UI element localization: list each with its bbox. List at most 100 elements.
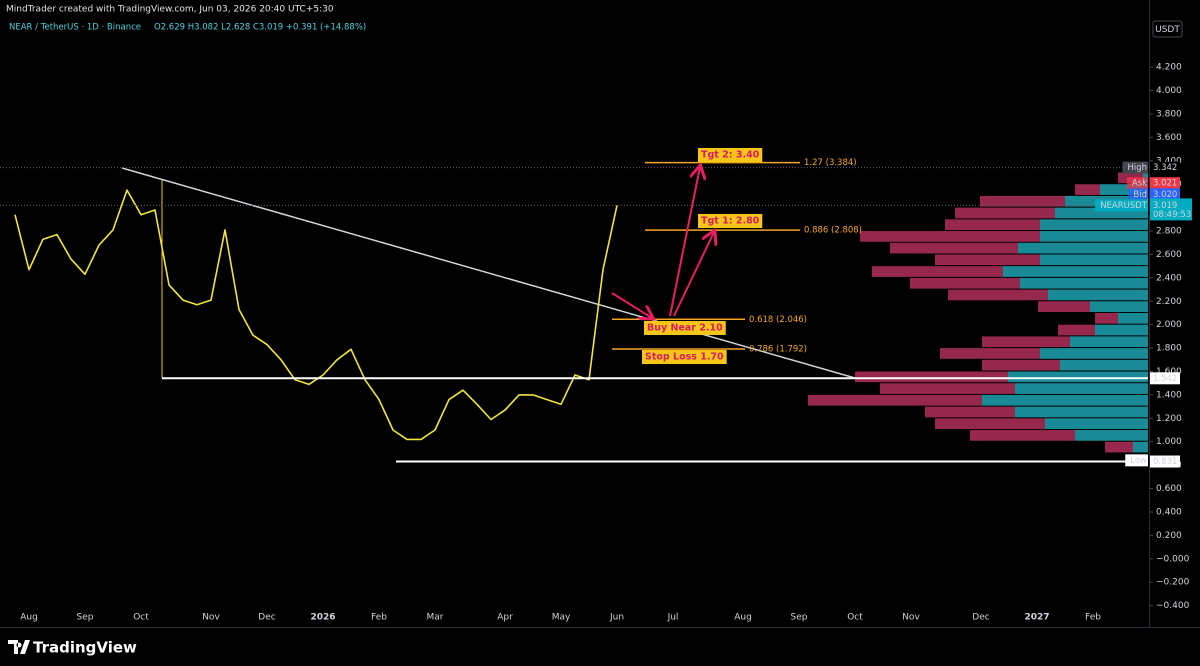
y-tick-label: 1.600 bbox=[1156, 367, 1182, 377]
volume-up bbox=[1015, 383, 1148, 394]
volume-up bbox=[1075, 430, 1148, 441]
tag-value: 3.020 bbox=[1153, 190, 1177, 200]
volume-down bbox=[880, 383, 1015, 394]
tag-name: Low bbox=[1130, 456, 1147, 466]
tag-value: 0.831 bbox=[1153, 457, 1177, 467]
x-tick-label: Jul bbox=[667, 613, 679, 623]
volume-up bbox=[1060, 359, 1148, 371]
tag-name-box bbox=[1125, 454, 1148, 467]
y-tick-label: 3.600 bbox=[1156, 133, 1182, 143]
volume-down bbox=[982, 359, 1060, 371]
volume-up bbox=[982, 394, 1148, 406]
tag-value-box bbox=[1150, 161, 1180, 174]
volume-up bbox=[1118, 312, 1148, 324]
tag-name-box bbox=[1128, 188, 1148, 201]
volume-down bbox=[1058, 324, 1095, 336]
x-tick-label: 2026 bbox=[310, 613, 335, 623]
volume-down bbox=[808, 394, 982, 406]
volume-up bbox=[1020, 277, 1148, 289]
volume-up bbox=[1095, 324, 1148, 336]
y-tick-label: 2.800 bbox=[1156, 227, 1182, 237]
volume-down bbox=[925, 406, 1015, 418]
volume-down bbox=[970, 430, 1075, 441]
volume-up bbox=[1040, 254, 1148, 266]
logo-icon bbox=[8, 640, 30, 654]
volume-down bbox=[955, 207, 1055, 219]
volume-down bbox=[1038, 301, 1090, 312]
tag-name-box bbox=[1095, 199, 1148, 212]
currency-box[interactable] bbox=[1152, 20, 1183, 38]
x-tick-label: Feb bbox=[371, 613, 387, 623]
fib-label: 1.27 (3.384) bbox=[804, 158, 857, 168]
plot-area bbox=[0, 161, 1148, 463]
volume-down bbox=[948, 289, 1048, 301]
currency[interactable]: USDT bbox=[1155, 25, 1180, 35]
y-tick-label: 2.400 bbox=[1156, 273, 1182, 283]
x-tick-label: Nov bbox=[202, 613, 220, 623]
y-tick-label: 3.400 bbox=[1156, 156, 1182, 166]
volume-up bbox=[1008, 371, 1148, 383]
volume-up bbox=[1048, 289, 1148, 301]
volume-up bbox=[1070, 336, 1148, 348]
y-tick-label: 0.400 bbox=[1156, 507, 1182, 517]
volume-down bbox=[890, 242, 1018, 254]
volume-up bbox=[1040, 231, 1148, 242]
x-tick-label: Dec bbox=[972, 613, 989, 623]
x-tick-label: May bbox=[552, 613, 571, 623]
tag-value: 3.021 bbox=[1153, 179, 1177, 189]
y-tick-label: −0.400 bbox=[1156, 601, 1190, 611]
fib-label: 0.618 (2.046) bbox=[749, 315, 807, 325]
volume-down bbox=[1095, 312, 1118, 324]
arrow bbox=[673, 232, 714, 317]
volume-down bbox=[1105, 441, 1133, 453]
trendline bbox=[121, 167, 856, 379]
volume-down bbox=[935, 254, 1040, 266]
x-tick-label: Sep bbox=[77, 613, 94, 623]
credit: MindTrader created with TradingView.com,… bbox=[6, 5, 334, 15]
y-tick-label: 1.000 bbox=[1156, 437, 1182, 447]
volume-down bbox=[1075, 184, 1100, 195]
x-tick-label: Oct bbox=[133, 613, 149, 623]
y-tick-label: 2.200 bbox=[1156, 297, 1182, 307]
volume-down bbox=[980, 195, 1065, 207]
y-tick-label: 1.400 bbox=[1156, 390, 1182, 400]
y-tick-label: 2.600 bbox=[1156, 250, 1182, 260]
volume-up bbox=[1055, 207, 1148, 219]
note: Tgt 2: 3.40 bbox=[701, 150, 760, 161]
y-tick-label: −0.000 bbox=[1156, 554, 1190, 564]
volume-down bbox=[982, 336, 1070, 348]
note-box bbox=[642, 350, 727, 364]
tag-value: 1.542 bbox=[1153, 374, 1177, 384]
tag-name: Bid bbox=[1133, 190, 1147, 200]
volume-up bbox=[1090, 301, 1148, 312]
volume-up bbox=[1018, 242, 1148, 254]
x-tick-label: 2027 bbox=[1024, 613, 1049, 623]
tag-name: High bbox=[1127, 163, 1147, 173]
tag-value-box bbox=[1150, 177, 1180, 190]
x-tick-label: Apr bbox=[497, 613, 513, 623]
tag-time: 08:49:53 bbox=[1153, 210, 1191, 220]
arrow bbox=[611, 292, 652, 318]
volume-down bbox=[910, 277, 1020, 289]
x-tick-label: Mar bbox=[427, 613, 444, 623]
y-tick-label: 3.800 bbox=[1156, 109, 1182, 119]
note-box bbox=[698, 214, 763, 228]
tag-value-box bbox=[1150, 188, 1180, 201]
volume-up bbox=[1100, 184, 1148, 195]
tag-name: NEARUSDT bbox=[1100, 201, 1148, 211]
ohlc: O2.629 H3.082 L2.628 C3.019 +0.391 (+14.… bbox=[154, 23, 366, 33]
volume-up bbox=[1040, 348, 1148, 359]
volume-up bbox=[1045, 418, 1148, 430]
x-tick-label: Aug bbox=[734, 613, 752, 623]
y-tick-label: 1.800 bbox=[1156, 344, 1182, 354]
brand: TradingView bbox=[33, 639, 137, 657]
tag-name: Ask bbox=[1132, 179, 1147, 189]
x-tick-label: Nov bbox=[902, 613, 920, 623]
volume-down bbox=[945, 219, 1040, 231]
y-tick-label: −0.200 bbox=[1156, 578, 1190, 588]
symbol: NEAR / TetherUS · 1D · Binance bbox=[9, 23, 141, 33]
note-box bbox=[644, 321, 726, 335]
x-tick-label: Feb bbox=[1085, 613, 1101, 623]
tag-name-box bbox=[1122, 161, 1148, 174]
